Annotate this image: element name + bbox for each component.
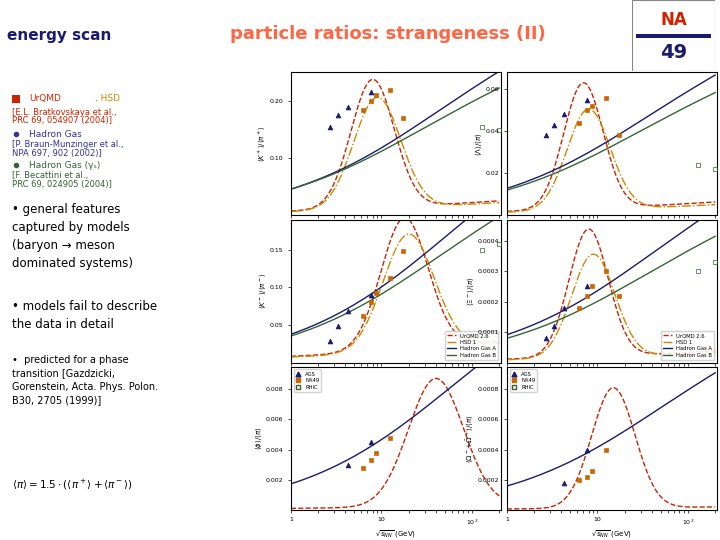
Text: [E.L. Bratkovskaya et al.,: [E.L. Bratkovskaya et al., <box>12 107 116 117</box>
Text: Claudia Höhne: Claudia Höhne <box>14 521 96 531</box>
Text: UrQMD: UrQMD <box>29 94 60 104</box>
Y-axis label: $\langle K^+\rangle/\langle\pi^+\rangle$: $\langle K^+\rangle/\langle\pi^+\rangle$ <box>257 125 268 162</box>
Text: •  predicted for a phase
transition [Gazdzicki,
Gorenstein, Acta. Phys. Polon.
B: • predicted for a phase transition [Gazd… <box>12 355 158 404</box>
Text: $\langle\pi\rangle=1.5\cdot(\langle\pi^+\rangle+\langle\pi^-\rangle)$: $\langle\pi\rangle=1.5\cdot(\langle\pi^+… <box>12 478 132 492</box>
Bar <box>636 34 711 38</box>
Text: energy scan: energy scan <box>7 28 112 43</box>
Text: • models fail to describe
the data in detail: • models fail to describe the data in de… <box>12 300 157 331</box>
Text: PRC 69, 054907 (2004)]: PRC 69, 054907 (2004)] <box>12 117 112 125</box>
Y-axis label: $\langle\phi\rangle/\langle\pi\rangle$: $\langle\phi\rangle/\langle\pi\rangle$ <box>253 427 264 450</box>
Bar <box>12 96 20 103</box>
Y-axis label: $\langle K^-\rangle/\langle\pi^-\rangle$: $\langle K^-\rangle/\langle\pi^-\rangle$ <box>257 273 269 309</box>
Text: [P. Braun-Munzinger et al.,: [P. Braun-Munzinger et al., <box>12 140 123 149</box>
Text: • general features
captured by models
(baryon → meson
dominated systems): • general features captured by models (b… <box>12 202 132 269</box>
Text: 49: 49 <box>660 43 687 62</box>
Legend: UrQMD 2.6, HSD 1, Hadron Gas A, Hadron Gas B: UrQMD 2.6, HSD 1, Hadron Gas A, Hadron G… <box>660 331 714 360</box>
Text: NPA 697, 902 (2002)]: NPA 697, 902 (2002)] <box>12 148 102 158</box>
Text: Quark Matter 2005: Quark Matter 2005 <box>307 521 413 531</box>
Y-axis label: $\langle\Omega^-\!+\!\bar{\Omega}^+\rangle/\langle\pi\rangle$: $\langle\Omega^-\!+\!\bar{\Omega}^+\rang… <box>465 414 477 463</box>
Text: PRC 69, 024905 (2004)]: PRC 69, 024905 (2004)] <box>12 180 112 188</box>
Legend: UrQMD 2.6, HSD 1, Hadron Gas A, Hadron Gas B: UrQMD 2.6, HSD 1, Hadron Gas A, Hadron G… <box>444 331 498 360</box>
X-axis label: $\sqrt{s_{NN}}$ (GeV): $\sqrt{s_{NN}}$ (GeV) <box>376 528 416 539</box>
Text: Hadron Gas (γₛ): Hadron Gas (γₛ) <box>29 161 100 170</box>
Y-axis label: $\langle\Xi^-\rangle/\langle\pi\rangle$: $\langle\Xi^-\rangle/\langle\pi\rangle$ <box>465 276 477 306</box>
Text: [F. Becattini et al.,: [F. Becattini et al., <box>12 171 88 180</box>
Text: particle ratios: strangeness (II): particle ratios: strangeness (II) <box>230 25 546 43</box>
Legend: AGS, NA49, RHIC: AGS, NA49, RHIC <box>510 369 538 392</box>
X-axis label: $\sqrt{s_{NN}}$ (GeV): $\sqrt{s_{NN}}$ (GeV) <box>592 528 632 539</box>
Legend: AGS, NA49, RHIC: AGS, NA49, RHIC <box>294 369 322 392</box>
Text: NA: NA <box>660 11 687 29</box>
Y-axis label: $\langle\Lambda\rangle/\langle\pi\rangle$: $\langle\Lambda\rangle/\langle\pi\rangle… <box>473 132 484 156</box>
Text: , HSD: , HSD <box>95 94 120 104</box>
Text: Hadron Gas: Hadron Gas <box>29 130 81 139</box>
Text: 28: 28 <box>691 521 706 531</box>
